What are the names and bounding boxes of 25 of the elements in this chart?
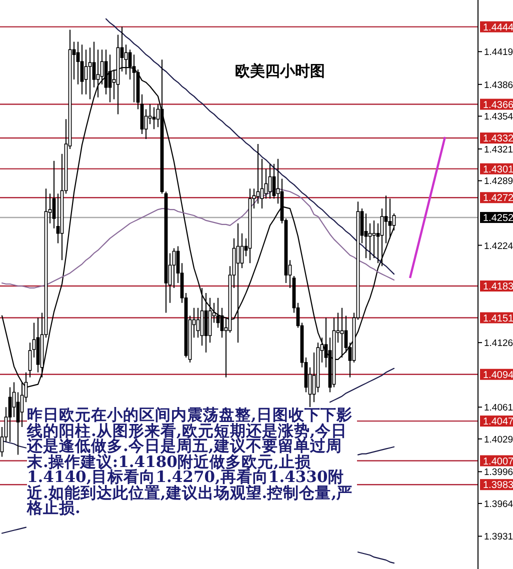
y-tick-label: 1.4289 — [484, 176, 513, 188]
y-tick-label: 1.4126 — [484, 338, 513, 350]
ref-line-label: 1.4183 — [483, 281, 513, 292]
y-tick-label: 1.4354 — [484, 112, 513, 123]
y-tick-label: 1.4029 — [484, 434, 513, 446]
ref-line-label: 1.4094 — [483, 370, 513, 381]
ref-line-label: 1.4272 — [483, 193, 513, 204]
ref-line-label: 1.4151 — [483, 313, 513, 324]
y-tick-label: 1.4224 — [484, 240, 513, 252]
text: 欧美四小时图 — [235, 62, 325, 80]
ref-line-label: 1.4007 — [483, 456, 513, 468]
y-tick-label: 1.4419 — [484, 47, 513, 58]
ref-line-label: 1.4332 — [483, 134, 513, 145]
y-tick-label: 1.4386 — [484, 80, 513, 91]
y-tick-label: 1.4061 — [484, 402, 513, 414]
ref-line-label: 1.4252 — [483, 212, 513, 224]
ref-line-label: 1.3983 — [483, 480, 513, 492]
y-tick-label: 1.3931 — [484, 532, 513, 543]
ref-line-label: 1.4444 — [483, 22, 513, 34]
ref-line-label: 1.4366 — [483, 100, 513, 111]
ref-line-label: 1.4047 — [483, 416, 513, 428]
y-tick-label: 1.3964 — [484, 498, 513, 510]
y-tick-label: 1.3996 — [484, 467, 513, 478]
y-tick-label: 1.4321 — [484, 144, 513, 156]
ref-line-label: 1.4301 — [483, 164, 513, 176]
